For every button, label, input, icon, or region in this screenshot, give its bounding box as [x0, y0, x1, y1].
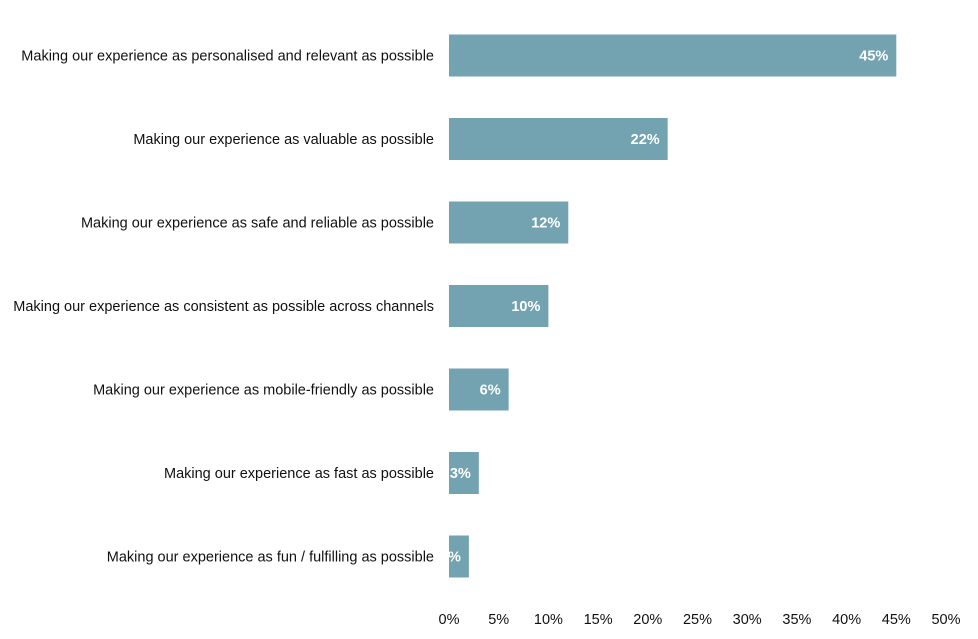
x-tick-label: 20% — [633, 612, 662, 628]
x-tick-label: 30% — [733, 612, 762, 628]
x-tick-label: 40% — [832, 612, 861, 628]
x-tick-label: 15% — [584, 612, 613, 628]
bar — [449, 452, 479, 494]
x-tick-label: 5% — [488, 612, 509, 628]
bar — [449, 535, 469, 578]
data-label: 22% — [631, 132, 660, 148]
bar — [449, 118, 668, 160]
category-label: Making our experience as fun / fulfillin… — [107, 550, 434, 566]
data-label: 3% — [450, 466, 471, 482]
category-label: Making our experience as safe and reliab… — [81, 216, 434, 232]
category-label: Making our experience as personalised an… — [21, 49, 434, 65]
x-tick-label: 45% — [882, 612, 911, 628]
x-tick-label: 35% — [782, 612, 811, 628]
data-label: 2% — [440, 550, 461, 566]
category-label: Making our experience as consistent as p… — [13, 299, 434, 315]
data-label: 12% — [531, 216, 560, 232]
data-label: 45% — [859, 49, 888, 65]
x-tick-label: 25% — [683, 612, 712, 628]
data-label: 10% — [511, 299, 540, 315]
x-tick-label: 10% — [534, 612, 563, 628]
category-label: Making our experience as valuable as pos… — [133, 132, 434, 148]
bar — [449, 368, 509, 411]
bar — [449, 285, 549, 327]
bar — [449, 34, 897, 77]
x-tick-label: 0% — [439, 612, 460, 628]
bar — [449, 201, 569, 244]
category-label: Making our experience as mobile-friendly… — [93, 383, 434, 399]
data-label: 6% — [480, 383, 501, 399]
x-tick-label: 50% — [931, 612, 960, 628]
category-label: Making our experience as fast as possibl… — [164, 466, 434, 482]
